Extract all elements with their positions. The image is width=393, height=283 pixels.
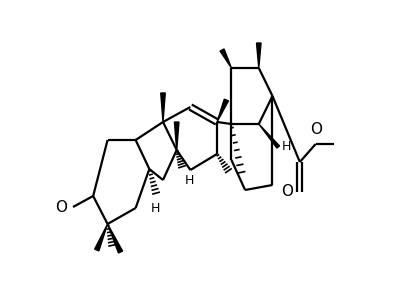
Text: O: O — [310, 122, 323, 137]
Polygon shape — [259, 124, 279, 148]
Polygon shape — [257, 43, 261, 68]
Polygon shape — [161, 93, 165, 122]
Polygon shape — [220, 49, 231, 68]
Polygon shape — [108, 224, 123, 253]
Text: H: H — [282, 140, 291, 153]
Polygon shape — [217, 99, 228, 122]
Text: H: H — [151, 202, 160, 215]
Polygon shape — [174, 122, 179, 150]
Text: O: O — [55, 200, 67, 215]
Text: O: O — [282, 185, 294, 200]
Text: H: H — [185, 174, 194, 187]
Polygon shape — [95, 224, 108, 251]
